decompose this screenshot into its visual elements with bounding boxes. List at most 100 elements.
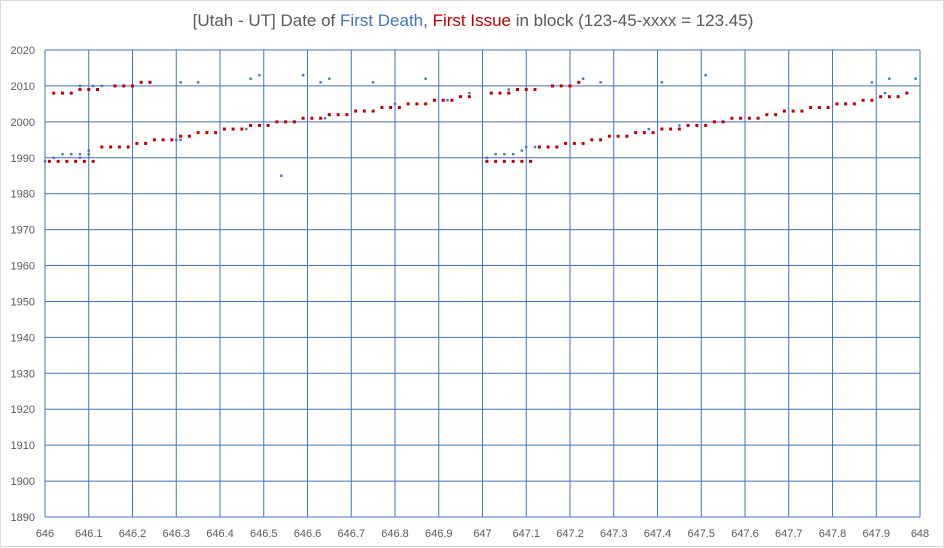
first-issue-point (905, 91, 909, 95)
first-issue-point (616, 134, 620, 138)
first-issue-point (74, 159, 78, 163)
first-death-point (301, 73, 305, 77)
y-tick-label: 1950 (11, 296, 35, 308)
first-issue-point (187, 134, 191, 138)
first-issue-point (301, 116, 305, 120)
first-issue-point (577, 80, 581, 84)
first-issue-point (651, 131, 655, 135)
first-issue-point (581, 141, 585, 145)
first-death-point (883, 91, 887, 95)
first-issue-point (336, 113, 340, 117)
first-issue-point (739, 116, 743, 120)
first-issue-point (721, 120, 725, 124)
first-issue-point (389, 105, 393, 109)
first-issue-point (257, 123, 261, 127)
first-issue-point (498, 91, 502, 95)
first-issue-point (113, 84, 117, 88)
first-issue-point (415, 102, 419, 106)
first-issue-point (467, 95, 471, 99)
first-issue-point (122, 84, 126, 88)
first-issue-point (835, 102, 839, 106)
first-issue-point (397, 105, 401, 109)
first-issue-point (196, 131, 200, 135)
first-issue-point (800, 109, 804, 113)
first-issue-point (765, 113, 769, 117)
first-issue-point (47, 159, 51, 163)
first-death-point (87, 149, 90, 152)
title-prefix: [Utah - UT] Date of (192, 11, 340, 30)
first-issue-point (817, 105, 821, 109)
x-tick-label: 646 (36, 528, 54, 540)
first-issue-point (65, 159, 69, 163)
first-death-point (446, 99, 449, 102)
first-issue-point (61, 91, 64, 95)
first-issue-point (879, 95, 883, 99)
first-issue-point (459, 95, 463, 99)
first-issue-point (69, 91, 73, 95)
title-comma: , (423, 11, 433, 30)
first-death-point (494, 152, 497, 156)
first-issue-point (126, 145, 130, 149)
tick-labels: 646 646.1 646.2 646.3 646.4 646.5 646.6 646.7 64… (11, 45, 930, 540)
x-tick-label: 646.9 (425, 528, 453, 540)
first-death-point (525, 145, 528, 149)
first-issue-point (205, 131, 209, 135)
x-tick-label: 647.8 (819, 528, 847, 540)
first-issue-point (634, 131, 638, 135)
first-death-point (888, 77, 891, 80)
x-tick-label: 647.4 (644, 528, 672, 540)
first-death-point (507, 88, 510, 91)
first-issue-point (310, 116, 314, 120)
first-issue-point (100, 145, 104, 149)
first-death-point (914, 77, 917, 80)
first-death-point (87, 152, 90, 156)
first-death-point (581, 77, 585, 80)
first-issue-point (380, 105, 384, 109)
first-issue-point (572, 141, 576, 145)
first-issue-point (275, 120, 279, 124)
first-death-point (660, 81, 664, 84)
first-issue-point (78, 88, 82, 92)
first-death-point (647, 127, 650, 131)
x-tick-label: 646.1 (75, 528, 103, 540)
first-issue-point (599, 138, 603, 142)
first-issue-point (537, 145, 541, 149)
first-issue-point (87, 88, 91, 92)
first-issue-point (870, 98, 874, 102)
y-tick-label: 1890 (11, 512, 35, 524)
first-death-point (371, 81, 375, 84)
first-death-point (485, 156, 489, 159)
first-issue-point (625, 134, 629, 138)
first-issue-point (524, 88, 528, 92)
first-issue-point (284, 120, 288, 124)
first-death-point (100, 84, 104, 88)
x-tick-label: 647.6 (731, 528, 759, 540)
first-death-point (319, 81, 322, 84)
first-death-point (870, 81, 874, 84)
first-death-point (678, 124, 681, 127)
first-death-point (52, 156, 55, 159)
first-issue-point (502, 159, 506, 163)
first-death-point (258, 73, 261, 77)
first-death-point (78, 152, 82, 156)
y-tick-label: 2020 (11, 45, 35, 57)
first-death-point (245, 127, 248, 131)
first-issue-point (231, 127, 235, 131)
data-points (43, 73, 917, 177)
first-issue-point (82, 159, 86, 163)
x-tick-label: 646.4 (206, 528, 234, 540)
x-tick-label: 646.8 (381, 528, 409, 540)
first-issue-point (354, 109, 358, 113)
x-tick-label: 646.6 (294, 528, 322, 540)
first-issue-point (240, 127, 244, 131)
first-issue-point (152, 138, 156, 142)
first-issue-point (56, 159, 60, 163)
first-issue-point (450, 98, 454, 102)
x-tick-label: 646.3 (162, 528, 190, 540)
first-issue-point (292, 120, 296, 124)
first-issue-point (441, 98, 445, 102)
first-death-point (511, 152, 515, 156)
first-death-point (179, 138, 182, 142)
first-issue-point (52, 91, 56, 95)
first-issue-point (406, 102, 410, 106)
